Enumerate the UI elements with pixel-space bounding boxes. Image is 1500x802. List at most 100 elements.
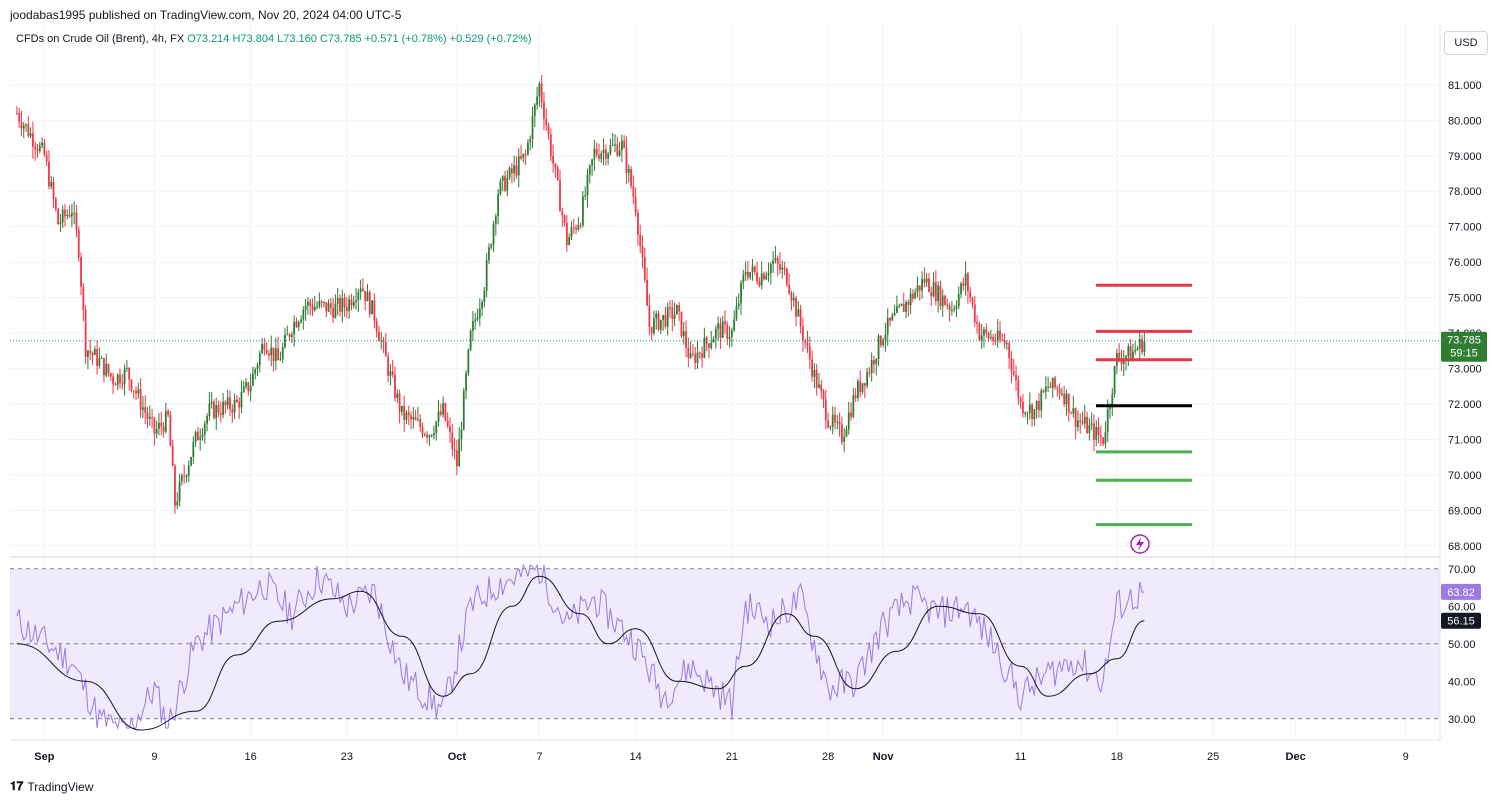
candle-body <box>1028 404 1031 413</box>
candle-body <box>808 345 811 360</box>
candle-body <box>639 234 642 247</box>
candle-body <box>1047 386 1050 388</box>
candle-body <box>311 306 314 311</box>
candle-body <box>909 293 912 306</box>
candle-body <box>733 319 736 331</box>
candle-body <box>708 343 710 348</box>
footer-brand[interactable]: 𝟏𝟕 TradingView <box>10 779 93 794</box>
candle-body <box>20 121 23 129</box>
candle-body <box>89 350 92 353</box>
candle-body <box>492 223 495 245</box>
rsi-value-label: 63.82 <box>1447 587 1475 599</box>
price-tick-label: 81.000 <box>1448 80 1482 92</box>
candle-body <box>724 321 726 325</box>
candle-body <box>485 260 488 291</box>
price-tick-label: 76.000 <box>1448 257 1482 269</box>
candle-body <box>224 401 227 406</box>
candle-body <box>1132 351 1134 362</box>
candle-body <box>77 230 80 258</box>
candle-body <box>967 273 969 292</box>
candle-body <box>91 352 94 355</box>
candle-body <box>1012 371 1015 375</box>
rsi-ma-badge <box>1441 612 1481 629</box>
last-price-label: 73.785 <box>1447 335 1481 347</box>
candle-body <box>955 306 958 309</box>
candle-body <box>1143 341 1146 353</box>
candle-body <box>206 416 208 424</box>
candle-body <box>1063 393 1066 405</box>
candle-body <box>973 304 976 323</box>
candle-body <box>1031 404 1033 420</box>
candle-body <box>362 288 364 291</box>
candle-body <box>428 435 431 438</box>
candle-body <box>375 320 378 332</box>
candle-body <box>769 264 772 274</box>
candle-body <box>854 395 857 399</box>
currency-button[interactable]: USD <box>1444 31 1488 55</box>
candle-body <box>460 429 463 440</box>
time-tick-label: 28 <box>822 751 834 763</box>
time-tick-label: 11 <box>1015 751 1026 763</box>
candle-body <box>451 432 454 450</box>
candle-body <box>323 302 325 304</box>
candle-body <box>398 393 401 412</box>
candle-body <box>66 214 69 217</box>
candle-body <box>1044 386 1047 392</box>
candle-body <box>1122 359 1125 365</box>
candle-body <box>850 412 852 417</box>
candle-body <box>304 305 307 310</box>
last-price-badge <box>1441 331 1487 362</box>
candle-body <box>458 439 461 467</box>
candle-body <box>366 292 369 302</box>
candle-body <box>756 272 758 282</box>
candle-body <box>153 417 156 434</box>
candle-body <box>602 149 605 154</box>
candle-body <box>836 421 839 423</box>
candle-body <box>382 340 385 343</box>
candle-body <box>586 174 589 196</box>
candle-body <box>332 308 335 318</box>
candle-body <box>923 279 926 283</box>
candle-body <box>772 260 775 265</box>
candle-body <box>252 373 254 386</box>
candle-body <box>843 436 846 443</box>
candle-body <box>575 227 577 230</box>
candle-body <box>334 303 337 318</box>
candle-body <box>359 288 362 292</box>
candle-body <box>64 209 66 217</box>
candle-body <box>1090 423 1093 425</box>
candle-body <box>623 140 626 148</box>
candle-body <box>545 118 548 126</box>
candle-body <box>694 354 697 364</box>
candle-body <box>465 373 467 392</box>
candle-body <box>15 113 18 115</box>
time-tick-label: 9 <box>1403 751 1409 763</box>
candle-body <box>1022 402 1024 414</box>
candle-body <box>905 301 907 312</box>
candle-body <box>430 435 433 437</box>
candle-body <box>802 326 804 341</box>
symbol-legend[interactable]: CFDs on Crude Oil (Brent), 4h, FX O73.21… <box>16 33 532 45</box>
candle-body <box>481 302 483 309</box>
candle-body <box>32 133 34 147</box>
candle-body <box>217 404 220 414</box>
candle-body <box>98 358 101 366</box>
rsi-tick-label: 50.00 <box>1448 639 1476 651</box>
candle-body <box>1054 377 1056 388</box>
candle-body <box>1102 437 1105 445</box>
candle-body <box>203 423 206 435</box>
candle-body <box>976 322 978 324</box>
candle-body <box>263 344 266 350</box>
candle-body <box>103 357 105 376</box>
horizontal-levels[interactable] <box>1096 283 1192 554</box>
candle-body <box>384 342 387 357</box>
candle-body <box>643 257 646 280</box>
candle-body <box>912 293 914 299</box>
candle-body <box>914 291 917 299</box>
candle-body <box>135 391 137 394</box>
candle-body <box>329 303 332 309</box>
candle-body <box>371 300 373 315</box>
candle-body <box>868 372 871 374</box>
